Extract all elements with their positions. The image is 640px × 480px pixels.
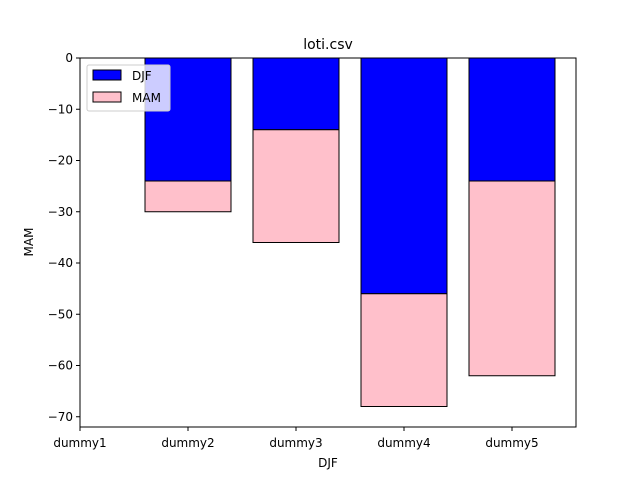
- plot-frame: [79, 57, 577, 428]
- x-tick-label: dummy2: [161, 436, 214, 450]
- x-tick-label: dummy4: [377, 436, 430, 450]
- y-tick-label: 0: [65, 51, 73, 65]
- bar-mam-dummy5: [468, 180, 556, 377]
- x-axis-ticks: dummy1 dummy2 dummy3 dummy4 dummy5: [53, 427, 539, 450]
- chart-title: loti.csv: [303, 37, 353, 53]
- legend-swatch-djf: [92, 69, 122, 81]
- y-tick-label: −30: [48, 205, 73, 219]
- bar-djf-dummy4: [360, 57, 448, 295]
- y-tick-label: −10: [48, 102, 73, 116]
- y-axis-label: MAM: [22, 228, 36, 257]
- x-tick-label: dummy5: [485, 436, 538, 450]
- bar-djf-dummy3: [252, 57, 340, 131]
- y-tick-label: −40: [48, 256, 73, 270]
- bar-mam-dummy4: [360, 293, 448, 407]
- bar-mam-dummy2: [144, 180, 232, 213]
- bar-djf-dummy5: [468, 57, 556, 182]
- x-tick-label: dummy3: [269, 436, 322, 450]
- y-axis-ticks: 0 −10 −20 −30 −40 −50 −60 −70: [48, 51, 80, 424]
- y-tick-label: −20: [48, 154, 73, 168]
- y-tick-label: −60: [48, 359, 73, 373]
- legend-swatch-mam: [92, 91, 122, 103]
- legend-label-djf: DJF: [132, 69, 152, 83]
- legend-label-mam: MAM: [132, 91, 161, 105]
- x-axis-label: DJF: [318, 456, 338, 470]
- x-tick-label: dummy1: [53, 436, 106, 450]
- y-tick-label: −70: [48, 410, 73, 424]
- y-tick-label: −50: [48, 307, 73, 321]
- bar-mam-dummy3: [252, 129, 340, 243]
- legend: DJF MAM: [86, 64, 171, 112]
- bars-layer: [144, 57, 556, 407]
